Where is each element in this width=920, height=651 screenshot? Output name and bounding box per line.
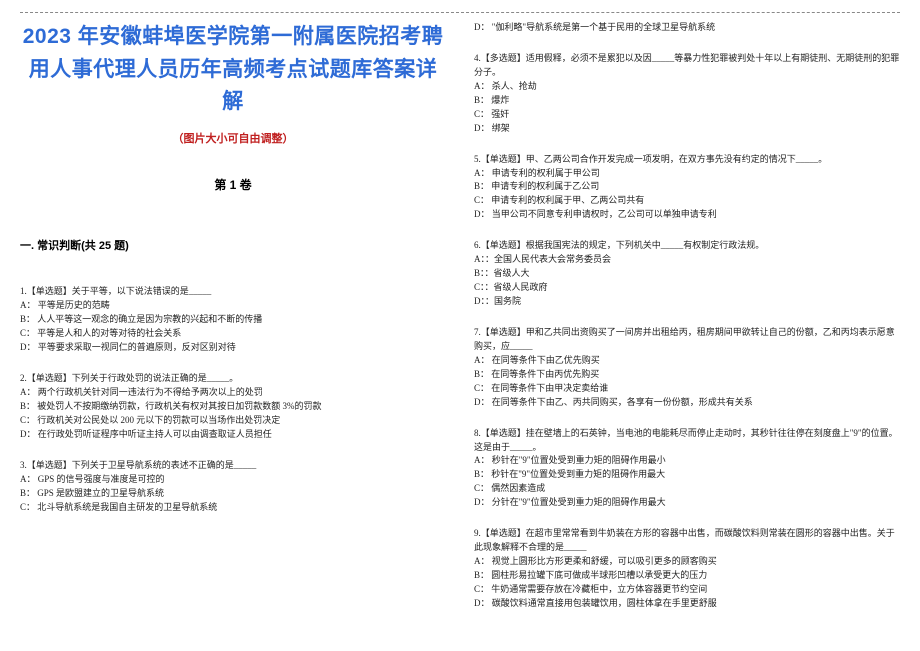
q7-opt-c: C： 在同等条件下由甲决定卖给谁 — [474, 382, 900, 396]
volume-heading: 第 1 卷 — [20, 176, 446, 195]
q5-opt-c: C： 申请专利的权利属于甲、乙两公司共有 — [474, 194, 900, 208]
question-5: 5.【单选题】甲、乙两公司合作开发完成一项发明，在双方事先没有约定的情况下___… — [474, 153, 900, 223]
q6-stem: 6.【单选题】根据我国宪法的规定，下列机关中_____有权制定行政法规。 — [474, 239, 900, 253]
q5-stem: 5.【单选题】甲、乙两公司合作开发完成一项发明，在双方事先没有约定的情况下___… — [474, 153, 900, 167]
title-line-1: 2023 年安徽蚌埠医学院第一附属医院招考聘 — [20, 21, 446, 54]
right-column: D： "伽利略"导航系统是第一个基于民用的全球卫星导航系统 4.【多选题】适用假… — [474, 21, 900, 631]
q4-opt-c: C： 强奸 — [474, 108, 900, 122]
q8-opt-b: B： 秒针在"9"位置处受到重力矩的阻碍作用最大 — [474, 468, 900, 482]
title-line-2: 用人事代理人员历年高频考点试题库答案详 — [20, 54, 446, 87]
question-3: 3.【单选题】下列关于卫星导航系统的表述不正确的是_____ A： GPS 的信… — [20, 459, 446, 515]
q4-opt-b: B： 爆炸 — [474, 94, 900, 108]
q4-opt-a: A： 杀人、抢劫 — [474, 80, 900, 94]
q2-opt-b: B： 被处罚人不按期缴纳罚款，行政机关有权对其按日加罚款数额 3%的罚款 — [20, 400, 446, 414]
q9-opt-d: D： 碳酸饮料通常直接用包装罐饮用，圆柱体拿在手里更舒服 — [474, 597, 900, 611]
q2-opt-c: C： 行政机关对公民处以 200 元以下的罚款可以当场作出处罚决定 — [20, 414, 446, 428]
document-title: 2023 年安徽蚌埠医学院第一附属医院招考聘 用人事代理人员历年高频考点试题库答… — [20, 21, 446, 119]
q5-opt-d: D： 当甲公司不同意专利申请权时，乙公司可以单独申请专利 — [474, 208, 900, 222]
question-9: 9.【单选题】在超市里常常看到牛奶装在方形的容器中出售，而碳酸饮料则常装在圆形的… — [474, 527, 900, 611]
q6-opt-a: A：：全国人民代表大会常务委员会 — [474, 253, 900, 267]
q6-opt-b: B：：省级人大 — [474, 267, 900, 281]
top-rule — [20, 12, 900, 13]
page: 2023 年安徽蚌埠医学院第一附属医院招考聘 用人事代理人员历年高频考点试题库答… — [0, 0, 920, 651]
section-heading: 一. 常识判断(共 25 题) — [20, 238, 446, 255]
q3-opt-b: B： GPS 是欧盟建立的卫星导航系统 — [20, 487, 446, 501]
question-3-cont: D： "伽利略"导航系统是第一个基于民用的全球卫星导航系统 — [474, 21, 900, 35]
q5-opt-b: B： 申请专利的权利属于乙公司 — [474, 180, 900, 194]
question-2: 2.【单选题】下列关于行政处罚的说法正确的是_____。 A： 两个行政机关针对… — [20, 372, 446, 442]
subtitle: （图片大小可自由调整） — [20, 131, 446, 148]
q3-opt-c: C： 北斗导航系统是我国自主研发的卫星导航系统 — [20, 501, 446, 515]
q1-opt-d: D： 平等要求采取一视同仁的普遍原则，反对区别对待 — [20, 341, 446, 355]
q4-stem: 4.【多选题】适用假释，必须不是累犯以及因_____等暴力性犯罪被判处十年以上有… — [474, 52, 900, 80]
q7-opt-a: A： 在同等条件下由乙优先购买 — [474, 354, 900, 368]
question-1: 1.【单选题】关于平等，以下说法错误的是_____ A： 平等是历史的范畴 B：… — [20, 285, 446, 355]
title-line-3: 解 — [20, 86, 446, 119]
question-4: 4.【多选题】适用假释，必须不是累犯以及因_____等暴力性犯罪被判处十年以上有… — [474, 52, 900, 136]
question-8: 8.【单选题】挂在壁墙上的石英钟，当电池的电能耗尽而停止走动时，其秒针往往停在刻… — [474, 427, 900, 511]
q9-opt-a: A： 视觉上圆形比方形更柔和舒缓，可以吸引更多的顾客购买 — [474, 555, 900, 569]
q1-opt-b: B： 人人平等这一观念的确立是因为宗教的兴起和不断的传播 — [20, 313, 446, 327]
q8-opt-d: D： 分针在"9"位置处受到重力矩的阻碍作用最大 — [474, 496, 900, 510]
q1-stem: 1.【单选题】关于平等，以下说法错误的是_____ — [20, 285, 446, 299]
q8-opt-a: A： 秒针在"9"位置处受到重力矩的阻碍作用最小 — [474, 454, 900, 468]
q7-opt-d: D： 在同等条件下由乙、丙共同购买，各享有一份份额，形成共有关系 — [474, 396, 900, 410]
question-7: 7.【单选题】甲和乙共同出资购买了一间房并出租给丙，租房期间甲欲转让自己的份额，… — [474, 326, 900, 410]
q8-stem: 8.【单选题】挂在壁墙上的石英钟，当电池的电能耗尽而停止走动时，其秒针往往停在刻… — [474, 427, 900, 455]
q9-stem: 9.【单选题】在超市里常常看到牛奶装在方形的容器中出售，而碳酸饮料则常装在圆形的… — [474, 527, 900, 555]
q4-opt-d: D： 绑架 — [474, 122, 900, 136]
q9-opt-b: B： 圆柱形易拉罐下底可做成半球形凹槽以承受更大的压力 — [474, 569, 900, 583]
q7-stem: 7.【单选题】甲和乙共同出资购买了一间房并出租给丙，租房期间甲欲转让自己的份额，… — [474, 326, 900, 354]
q7-opt-b: B： 在同等条件下由丙优先购买 — [474, 368, 900, 382]
q3-opt-d: D： "伽利略"导航系统是第一个基于民用的全球卫星导航系统 — [474, 21, 900, 35]
q1-opt-c: C： 平等是人和人的对等对待的社会关系 — [20, 327, 446, 341]
q6-opt-c: C：：省级人民政府 — [474, 281, 900, 295]
q5-opt-a: A： 申请专利的权利属于甲公司 — [474, 167, 900, 181]
q6-opt-d: D：：国务院 — [474, 295, 900, 309]
q9-opt-c: C： 牛奶通常需要存放在冷藏柜中，立方体容器更节约空间 — [474, 583, 900, 597]
two-column-layout: 2023 年安徽蚌埠医学院第一附属医院招考聘 用人事代理人员历年高频考点试题库答… — [20, 21, 900, 631]
q3-stem: 3.【单选题】下列关于卫星导航系统的表述不正确的是_____ — [20, 459, 446, 473]
left-column: 2023 年安徽蚌埠医学院第一附属医院招考聘 用人事代理人员历年高频考点试题库答… — [20, 21, 446, 631]
q1-opt-a: A： 平等是历史的范畴 — [20, 299, 446, 313]
question-6: 6.【单选题】根据我国宪法的规定，下列机关中_____有权制定行政法规。 A：：… — [474, 239, 900, 309]
q2-opt-d: D： 在行政处罚听证程序中听证主持人可以由调查取证人员担任 — [20, 428, 446, 442]
q2-opt-a: A： 两个行政机关针对同一违法行为不得给予两次以上的处罚 — [20, 386, 446, 400]
q2-stem: 2.【单选题】下列关于行政处罚的说法正确的是_____。 — [20, 372, 446, 386]
q3-opt-a: A： GPS 的信号强度与准度是可控的 — [20, 473, 446, 487]
q8-opt-c: C： 偶然因素造成 — [474, 482, 900, 496]
